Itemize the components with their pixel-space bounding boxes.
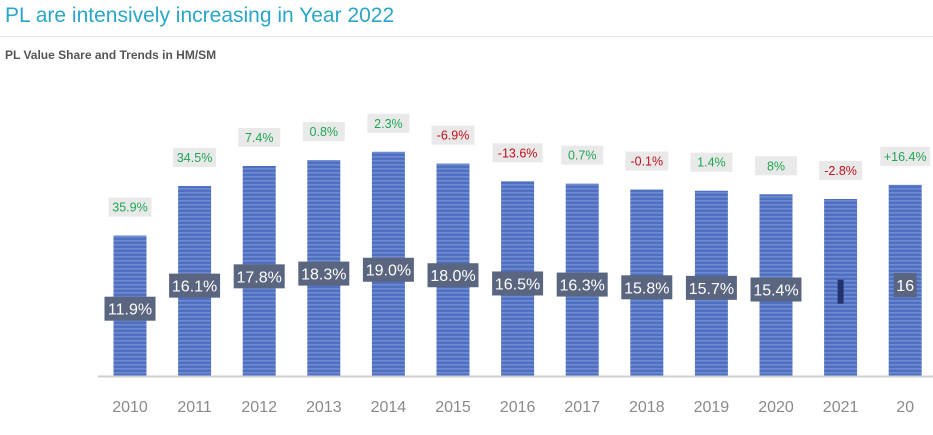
growth-label-box [755,156,797,176]
growth-label-box [367,113,410,133]
value-label: 18.0% [430,268,475,285]
value-label-box [169,273,221,298]
x-tick-label: 2013 [306,399,342,416]
value-label: 15.7% [689,281,734,298]
x-tick-label: 2010 [112,399,148,416]
value-label-box [893,273,917,298]
x-tick-label: 2020 [758,399,794,416]
value-label-box [298,261,350,286]
growth-label: 8% [767,159,785,173]
growth-label-box [880,146,931,166]
growth-label-box [173,148,217,168]
value-label: 11.9% [108,302,152,319]
growth-label: -0.1% [630,155,663,169]
growth-label: 2.3% [374,117,403,131]
growth-label-box [690,152,733,172]
value-label-box [621,275,673,300]
value-label-box [556,272,608,297]
growth-label: 1.4% [697,156,726,170]
value-label-box [427,263,479,288]
x-tick-label: 2015 [435,399,471,416]
x-tick-label: 2011 [177,399,212,416]
growth-label: 34.5% [177,151,212,165]
value-label-box [233,264,285,289]
x-tick-label: 2017 [564,399,600,416]
growth-label-box [819,161,863,180]
value-label: 16.5% [495,276,540,293]
value-label-marker [837,279,844,304]
growth-label: +16.4% [884,150,927,164]
value-label: 15.4% [753,283,798,300]
value-label: 19.0% [366,263,411,280]
growth-label: -13.6% [498,146,538,160]
x-tick-label: 2019 [694,399,730,416]
page-title: PL are intensively increasing in Year 20… [5,4,395,27]
value-label: 15.8% [624,280,669,297]
growth-label-box [302,122,345,142]
x-tick-label: 2012 [241,399,277,416]
title-divider [0,36,933,37]
growth-label-box [492,143,543,163]
growth-label: 0.7% [568,149,597,163]
growth-label-box [108,197,152,217]
growth-label: 35.9% [112,201,147,215]
value-label-box [104,296,156,321]
growth-label-box [561,145,604,165]
growth-label: 0.8% [310,125,339,139]
x-tick-label: 2021 [823,399,859,416]
value-label: 17.8% [237,269,282,286]
growth-label-box [238,127,281,147]
chart-subtitle: PL Value Share and Trends in HM/SM [5,48,217,62]
growth-label-box [431,125,475,145]
growth-label-box [625,151,669,171]
growth-label: -6.9% [437,129,470,143]
value-label-box [492,271,544,296]
value-label-box [362,257,414,282]
value-label-box [750,277,802,302]
growth-label: -2.8% [824,164,857,178]
value-label: 16.3% [560,278,605,295]
value-label-box [685,275,737,300]
value-label: 16.1% [172,279,217,296]
value-label: 18.3% [301,267,346,284]
x-tick-label: 2014 [371,399,407,416]
value-label: 16 [896,278,914,295]
growth-label: 7.4% [245,131,274,145]
x-tick-label: 2018 [629,399,665,416]
x-tick-label: 20 [896,399,914,416]
x-tick-label: 2016 [500,399,536,416]
